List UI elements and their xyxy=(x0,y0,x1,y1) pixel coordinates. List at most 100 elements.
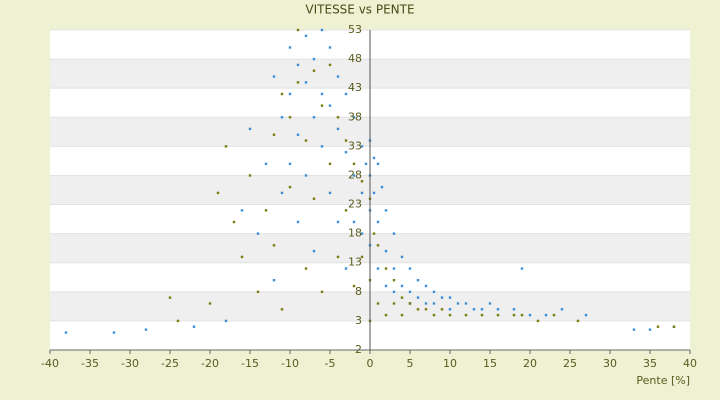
data-point xyxy=(288,162,292,166)
y-tick-label: 3 xyxy=(355,314,362,327)
data-point xyxy=(320,145,324,148)
data-point xyxy=(312,197,316,200)
x-tick-label: -30 xyxy=(121,357,139,370)
data-point xyxy=(544,313,548,317)
data-point xyxy=(328,162,332,166)
data-point xyxy=(384,209,388,212)
data-point xyxy=(360,180,364,183)
data-point xyxy=(328,46,332,49)
data-point xyxy=(552,313,556,317)
data-point xyxy=(304,139,308,142)
data-point xyxy=(288,116,292,119)
chart-title: VITESSE vs PENTE xyxy=(305,3,414,17)
data-point xyxy=(384,313,388,317)
data-point xyxy=(352,284,356,288)
data-point xyxy=(360,191,364,195)
data-point xyxy=(520,313,524,317)
data-point xyxy=(280,308,284,311)
data-point xyxy=(168,296,172,299)
data-point xyxy=(456,302,460,305)
data-point xyxy=(496,313,500,317)
data-point xyxy=(512,308,516,311)
y-tick-label: 8 xyxy=(355,285,362,298)
data-point xyxy=(392,290,396,294)
data-point xyxy=(360,145,364,148)
y-tick-label: 43 xyxy=(348,81,362,94)
data-point xyxy=(240,209,244,212)
data-point xyxy=(224,145,228,148)
data-point xyxy=(344,139,348,142)
data-point xyxy=(248,174,252,177)
x-tick-label: 20 xyxy=(523,357,537,370)
data-point xyxy=(304,267,308,270)
x-tick-label: 0 xyxy=(367,357,374,370)
data-point xyxy=(416,278,420,282)
data-point xyxy=(632,328,636,331)
data-point xyxy=(352,162,356,166)
data-point xyxy=(416,296,420,299)
data-point xyxy=(344,267,348,270)
data-point xyxy=(288,46,292,49)
data-point xyxy=(480,313,484,317)
data-point xyxy=(336,127,340,131)
data-point xyxy=(296,220,300,224)
data-point xyxy=(328,191,332,195)
data-point xyxy=(424,302,428,305)
y-tick-label: 33 xyxy=(348,139,362,152)
y-tick-label: 13 xyxy=(348,256,362,269)
data-point xyxy=(264,209,268,212)
data-point xyxy=(364,162,368,166)
data-point xyxy=(392,267,396,270)
data-point xyxy=(480,308,484,311)
data-point xyxy=(240,255,244,259)
data-point xyxy=(304,81,308,84)
data-point xyxy=(320,28,324,32)
x-tick-label: 25 xyxy=(563,357,577,370)
y-tick-label: 53 xyxy=(348,23,362,36)
data-point xyxy=(464,313,468,317)
data-point xyxy=(352,174,356,177)
x-tick-label: -5 xyxy=(325,357,336,370)
data-point xyxy=(440,308,444,311)
data-point xyxy=(352,116,356,119)
data-point xyxy=(400,296,404,299)
data-point xyxy=(272,75,276,78)
data-point xyxy=(264,162,268,166)
x-tick-label: 10 xyxy=(443,357,457,370)
data-point xyxy=(560,308,564,311)
y-tick-label: 23 xyxy=(348,198,362,211)
data-point xyxy=(408,267,412,270)
data-point xyxy=(496,308,500,311)
data-point xyxy=(360,232,364,235)
data-point xyxy=(520,267,524,270)
data-point xyxy=(384,249,388,253)
data-point xyxy=(448,313,452,317)
data-point xyxy=(320,92,324,96)
data-point xyxy=(248,127,252,131)
data-point xyxy=(512,313,516,317)
data-point xyxy=(312,57,316,61)
x-tick-label: 40 xyxy=(683,357,697,370)
data-point xyxy=(336,220,340,224)
data-point xyxy=(344,92,348,96)
data-point xyxy=(464,302,468,305)
data-point xyxy=(376,267,380,270)
data-point xyxy=(280,92,284,96)
data-point xyxy=(256,232,260,235)
data-point xyxy=(296,81,300,84)
data-point xyxy=(312,69,316,72)
data-point xyxy=(432,290,436,294)
x-tick-label: -25 xyxy=(161,357,179,370)
data-point xyxy=(392,278,396,282)
data-point xyxy=(648,328,652,331)
data-point xyxy=(328,104,332,107)
x-tick-label: -20 xyxy=(201,357,219,370)
data-point xyxy=(424,308,428,311)
data-point xyxy=(380,185,384,189)
data-point xyxy=(312,116,316,119)
data-point xyxy=(376,244,380,247)
data-point xyxy=(384,284,388,288)
x-tick-label: -10 xyxy=(281,357,299,370)
data-point xyxy=(376,162,380,166)
